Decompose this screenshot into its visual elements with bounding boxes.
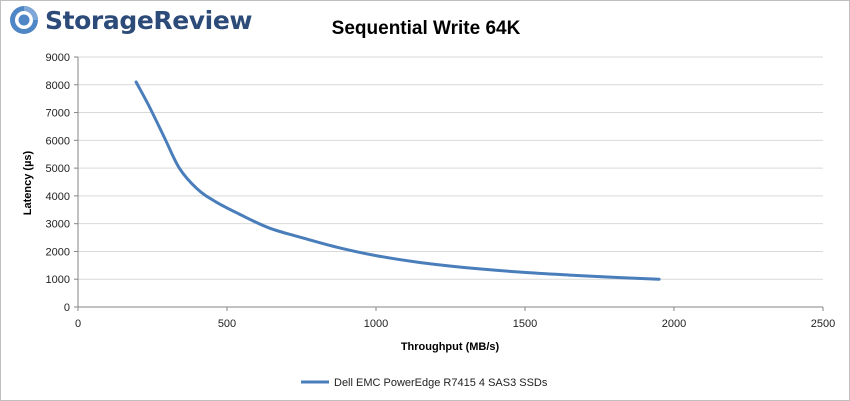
y-tick-label: 3000 xyxy=(46,219,70,231)
x-axis-label: Throughput (MB/s) xyxy=(401,341,500,353)
y-tick-label: 0 xyxy=(64,302,70,314)
y-tick-label: 8000 xyxy=(46,80,70,92)
y-tick-labels: 0 1000 2000 3000 4000 5000 6000 7000 8000 9000 xyxy=(46,52,70,314)
y-tick-label: 2000 xyxy=(46,246,70,258)
y-tick-label: 5000 xyxy=(46,163,70,175)
y-tick-label: 9000 xyxy=(46,52,70,64)
y-tick-label: 6000 xyxy=(46,135,70,147)
y-tick-label: 7000 xyxy=(46,108,70,120)
brand-name: StorageReview xyxy=(45,5,253,35)
y-tick-label: 1000 xyxy=(46,274,70,286)
series-line xyxy=(134,80,661,281)
brand-logo: StorageReview xyxy=(9,5,253,35)
axes xyxy=(74,56,824,311)
y-axis-label: Latency (µs) xyxy=(22,150,34,215)
gridlines xyxy=(78,56,823,280)
legend: Dell EMC PowerEdge R7415 4 SAS3 SSDs xyxy=(301,377,548,389)
series-lines xyxy=(134,80,661,281)
x-tick-label: 2000 xyxy=(662,318,686,330)
storagereview-logo-icon xyxy=(10,6,38,34)
x-tick-label: 2500 xyxy=(811,318,835,330)
legend-label: Dell EMC PowerEdge R7415 4 SAS3 SSDs xyxy=(334,377,548,389)
x-tick-label: 0 xyxy=(75,318,81,330)
y-tick-label: 4000 xyxy=(46,191,70,203)
x-tick-label: 500 xyxy=(218,318,236,330)
chart-title: Sequential Write 64K xyxy=(332,18,521,39)
x-tick-label: 1000 xyxy=(364,318,388,330)
x-tick-label: 1500 xyxy=(513,318,537,330)
x-tick-labels: 0 500 1000 1500 2000 2500 xyxy=(75,318,835,330)
